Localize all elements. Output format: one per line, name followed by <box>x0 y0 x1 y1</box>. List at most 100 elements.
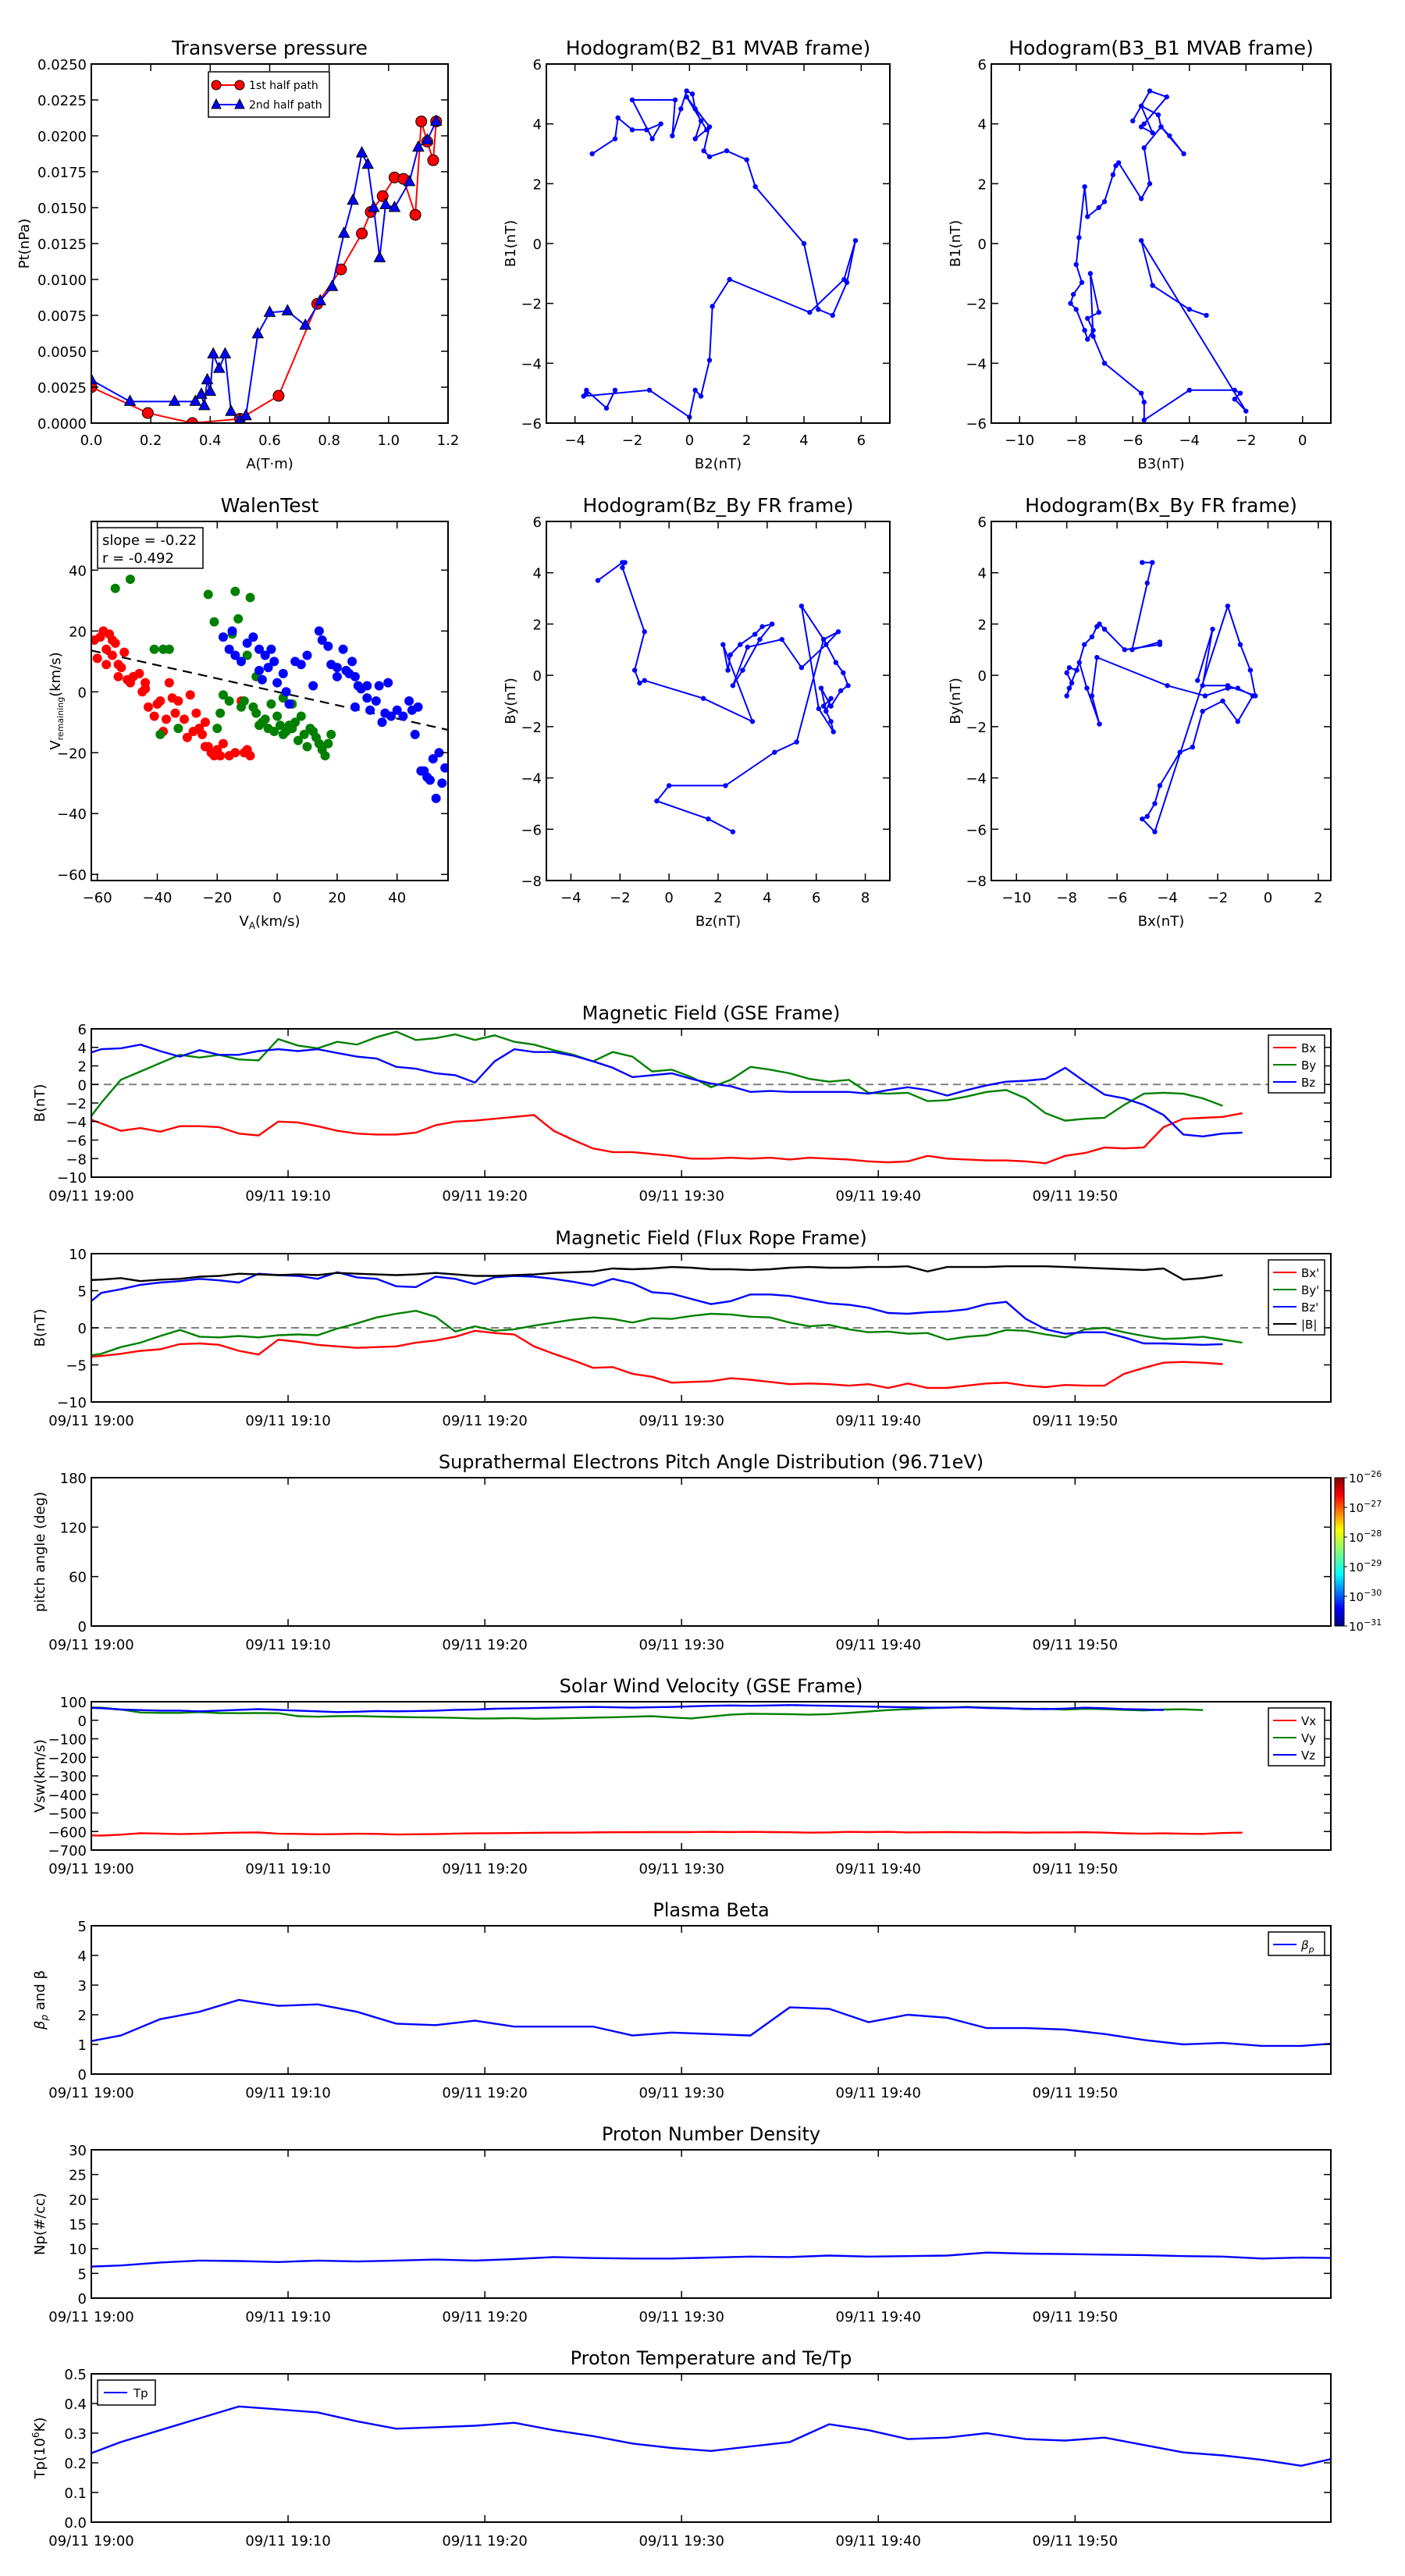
data-point <box>612 136 618 142</box>
plot-frame <box>91 1477 1332 1627</box>
legend-label: Bx' <box>1301 1266 1319 1280</box>
y-tick-label: 4 <box>978 117 987 133</box>
y-axis-label: By(nT) <box>948 678 964 724</box>
data-point <box>101 644 112 654</box>
data-point <box>615 115 621 121</box>
x-tick-label: 09/11 19:10 <box>245 1188 330 1204</box>
chart-title: Hodogram(B2_B1 MVAB frame) <box>566 37 871 59</box>
data-point <box>1202 693 1208 699</box>
data-point <box>240 408 252 421</box>
x-tick-label: 09/11 19:10 <box>245 2533 330 2549</box>
data-point <box>101 660 112 670</box>
chart-title: Proton Number Density <box>602 2123 820 2145</box>
y-tick-label: 0.3 <box>64 2426 87 2443</box>
legend-label: Vx <box>1301 1714 1316 1728</box>
data-point <box>1090 333 1096 340</box>
data-point <box>637 680 642 686</box>
y-tick-label: −40 <box>57 806 87 823</box>
data-point <box>143 702 153 712</box>
y-tick-label: 25 <box>69 2168 87 2184</box>
data-point <box>421 133 434 145</box>
data-point <box>1085 214 1090 219</box>
x-tick-label: 09/11 19:00 <box>48 1413 133 1429</box>
data-point <box>374 681 384 691</box>
data-point <box>1138 196 1144 201</box>
data-point <box>807 309 813 315</box>
data-point <box>263 663 273 673</box>
y-tick-label: −200 <box>48 1750 87 1767</box>
data-point <box>164 644 174 654</box>
annotation-text: slope = -0.22 <box>102 532 197 549</box>
y-tick-label: 0.0100 <box>37 272 87 289</box>
data-point <box>125 575 135 585</box>
data-point <box>266 699 276 709</box>
y-tick-label: 15 <box>69 2217 87 2233</box>
x-tick-label: −4 <box>1179 432 1200 449</box>
x-tick-label: 09/11 19:30 <box>638 1413 724 1429</box>
data-point <box>1069 680 1075 686</box>
data-point <box>700 696 706 701</box>
x-tick-label: −2 <box>622 432 643 449</box>
data-point <box>266 644 276 654</box>
plot-area-np <box>91 2251 1331 2268</box>
y-tick-label: 0 <box>78 1321 87 1337</box>
y-tick-label: 0.0075 <box>37 308 87 325</box>
plot-area-h1 <box>581 88 859 420</box>
data-point <box>799 603 805 609</box>
data-point <box>219 347 232 359</box>
data-point <box>373 251 386 262</box>
plot-area-h3 <box>595 560 851 834</box>
legend-label: Bz <box>1301 1076 1315 1090</box>
colorbar-label-exp: −31 <box>1364 1617 1382 1628</box>
data-point <box>242 638 252 648</box>
legend-label: Bx <box>1301 1041 1316 1055</box>
y-tick-label: −6 <box>966 822 987 838</box>
data-point <box>752 632 758 637</box>
data-point <box>434 748 444 758</box>
legend-marker <box>234 98 245 109</box>
plot-area-walen <box>91 575 448 803</box>
data-point <box>281 687 291 697</box>
data-point <box>759 624 765 629</box>
legend-label: Vz <box>1301 1749 1315 1763</box>
data-point <box>1181 151 1186 157</box>
y-tick-label: 20 <box>69 624 87 640</box>
colorbar-label: 10−29 <box>1349 1558 1382 1574</box>
data-point <box>1085 315 1090 322</box>
x-tick-label: 09/11 19:20 <box>442 1861 527 1877</box>
colorbar-label: 10−28 <box>1349 1528 1382 1545</box>
data-point <box>230 650 240 660</box>
data-point <box>314 294 327 306</box>
data-point <box>170 708 180 718</box>
x-tick-label: 09/11 19:30 <box>638 2533 724 2549</box>
x-tick-label: 0 <box>1298 432 1307 449</box>
data-point <box>272 678 283 688</box>
data-point <box>200 717 210 728</box>
y-tick-label: 0 <box>78 685 87 701</box>
data-point <box>684 88 689 94</box>
data-point <box>701 148 706 154</box>
x-tick-label: 6 <box>812 890 820 906</box>
series-line-Vx <box>91 1831 1243 1837</box>
y-tick-label: −2 <box>966 297 987 313</box>
data-point <box>730 829 736 834</box>
y-axis-label: Vsw(km/s) <box>32 1739 48 1813</box>
data-point <box>1220 698 1225 704</box>
data-point <box>1157 783 1163 788</box>
data-point <box>1141 417 1147 423</box>
colorbar-label-exp: −28 <box>1364 1528 1382 1539</box>
plot-area-h4 <box>1064 560 1258 834</box>
chart-pt: Transverse pressure 0.0000 0.0025 0.0050 0.0… <box>16 37 459 472</box>
data-point <box>1155 112 1161 118</box>
data-point <box>284 699 294 709</box>
data-point <box>642 678 647 683</box>
data-point <box>725 667 731 673</box>
y-tick-label: 0 <box>533 237 542 253</box>
x-tick-label: 2 <box>1314 890 1322 906</box>
x-tick-label: 09/11 19:10 <box>245 1637 330 1653</box>
data-point <box>1138 390 1144 396</box>
legend-label: 1st half path <box>249 80 318 92</box>
series-line-Tp <box>91 2405 1331 2467</box>
x-tick-label: 09/11 19:20 <box>442 1637 527 1653</box>
data-point <box>672 97 678 103</box>
